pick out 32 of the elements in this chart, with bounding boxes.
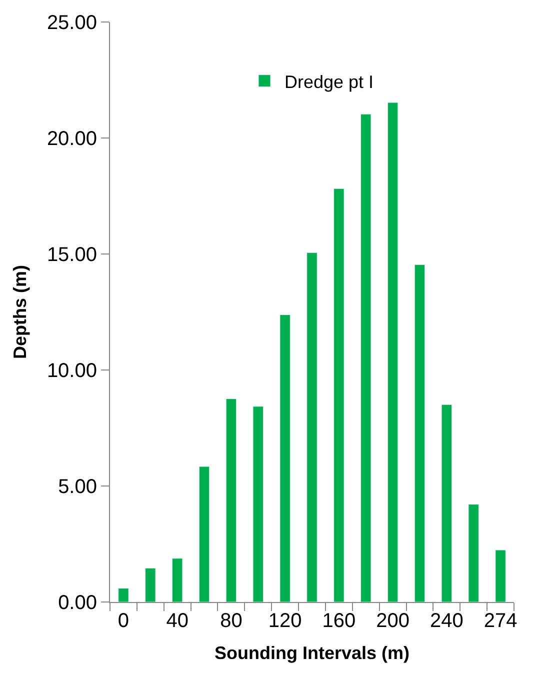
y-tick-label: 25.00 <box>46 12 97 34</box>
x-axis-title: Sounding Intervals (m) <box>214 643 410 664</box>
y-tick-label: 20.00 <box>46 128 97 150</box>
y-tick-label: 10.00 <box>46 360 97 382</box>
x-tick-label: 240 <box>430 610 464 632</box>
bar <box>360 114 372 602</box>
y-tick-label: 15.00 <box>46 244 97 266</box>
bar <box>495 550 506 602</box>
x-tick-label: 120 <box>268 610 302 632</box>
y-axis-title: Depths (m) <box>10 264 30 359</box>
bar <box>280 314 290 602</box>
y-tick-label: 5.00 <box>58 476 97 498</box>
x-tick-label: 160 <box>322 610 356 632</box>
bar <box>334 188 344 602</box>
y-tick-label: 0.00 <box>58 592 97 614</box>
x-tick-label: 80 <box>220 610 242 632</box>
bar <box>414 264 426 602</box>
x-tick-label: 40 <box>166 610 188 632</box>
bar <box>387 102 398 602</box>
bar <box>198 466 210 602</box>
bar <box>441 404 452 602</box>
bar <box>468 504 479 602</box>
bar <box>118 588 129 602</box>
bar <box>306 252 318 602</box>
x-tick-label: 200 <box>376 610 410 632</box>
legend-label: Dredge pt I <box>284 72 374 92</box>
x-tick-label: 0 <box>118 610 130 632</box>
bar <box>252 406 264 602</box>
x-tick-label: 274 <box>484 610 518 632</box>
bar <box>172 558 183 602</box>
bar <box>145 568 156 602</box>
bar <box>226 398 237 602</box>
